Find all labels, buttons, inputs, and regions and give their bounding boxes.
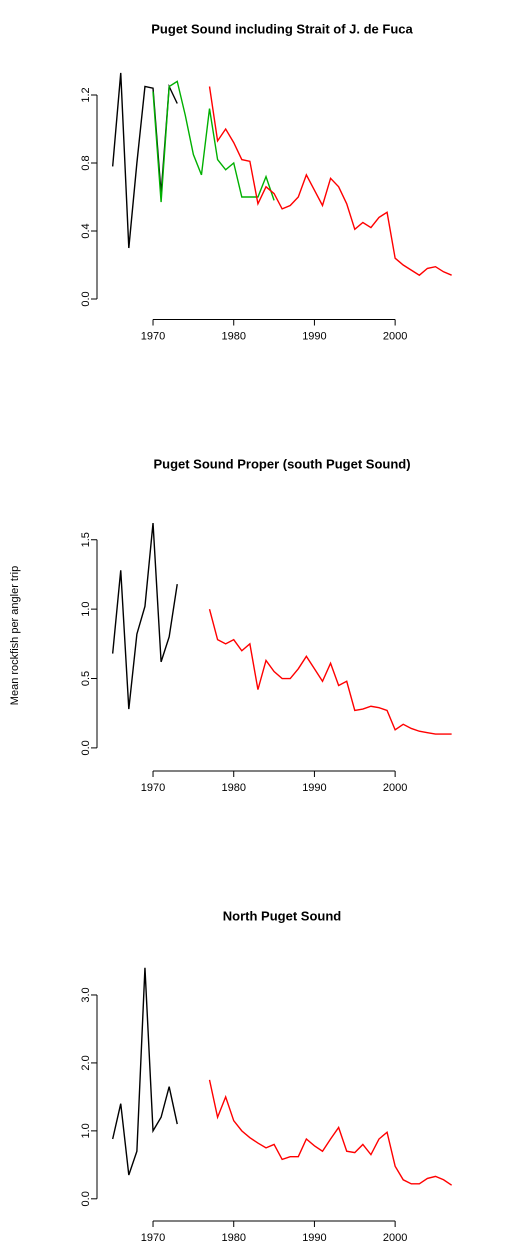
x-tick-label: 1980: [221, 330, 245, 342]
y-tick-label: 1.5: [80, 532, 92, 547]
x-tick-label: 1990: [302, 782, 326, 794]
x-tick-label: 1970: [141, 782, 165, 794]
data-line: [152, 80, 275, 203]
x-tick-label: 1980: [221, 1232, 245, 1244]
chart-title: Puget Sound including Strait of J. de Fu…: [151, 21, 413, 36]
y-tick-label: 0.0: [80, 740, 92, 755]
x-tick-label: 2000: [383, 330, 407, 342]
x-tick-label: 1990: [302, 1232, 326, 1244]
data-line: [208, 1079, 453, 1186]
x-tick-label: 2000: [383, 1232, 407, 1244]
y-tick-label: 1.2: [80, 87, 92, 102]
y-tick-label: 0.8: [80, 155, 92, 170]
y-tick-label: 0.0: [80, 291, 92, 306]
x-tick-label: 1980: [221, 782, 245, 794]
y-tick-label: 0.5: [80, 671, 92, 686]
y-tick-label: 1.0: [80, 1123, 92, 1138]
data-line: [208, 86, 452, 277]
y-tick-label: 0.0: [80, 1191, 92, 1206]
data-line: [208, 608, 452, 735]
chart-title: Puget Sound Proper (south Puget Sound): [153, 456, 410, 471]
x-tick-label: 1970: [141, 1232, 165, 1244]
data-line: [111, 523, 178, 710]
y-tick-label: 1.0: [80, 601, 92, 616]
y-axis-label: Mean rockfish per angler trip: [9, 566, 21, 705]
y-tick-label: 3.0: [80, 987, 92, 1002]
y-tick-label: 2.0: [80, 1055, 92, 1070]
data-line: [111, 72, 178, 249]
y-tick-label: 0.4: [80, 223, 92, 238]
x-tick-label: 2000: [383, 782, 407, 794]
data-line: [111, 967, 178, 1176]
x-tick-label: 1990: [302, 330, 326, 342]
x-tick-label: 1970: [141, 330, 165, 342]
chart-title: North Puget Sound: [223, 908, 341, 923]
